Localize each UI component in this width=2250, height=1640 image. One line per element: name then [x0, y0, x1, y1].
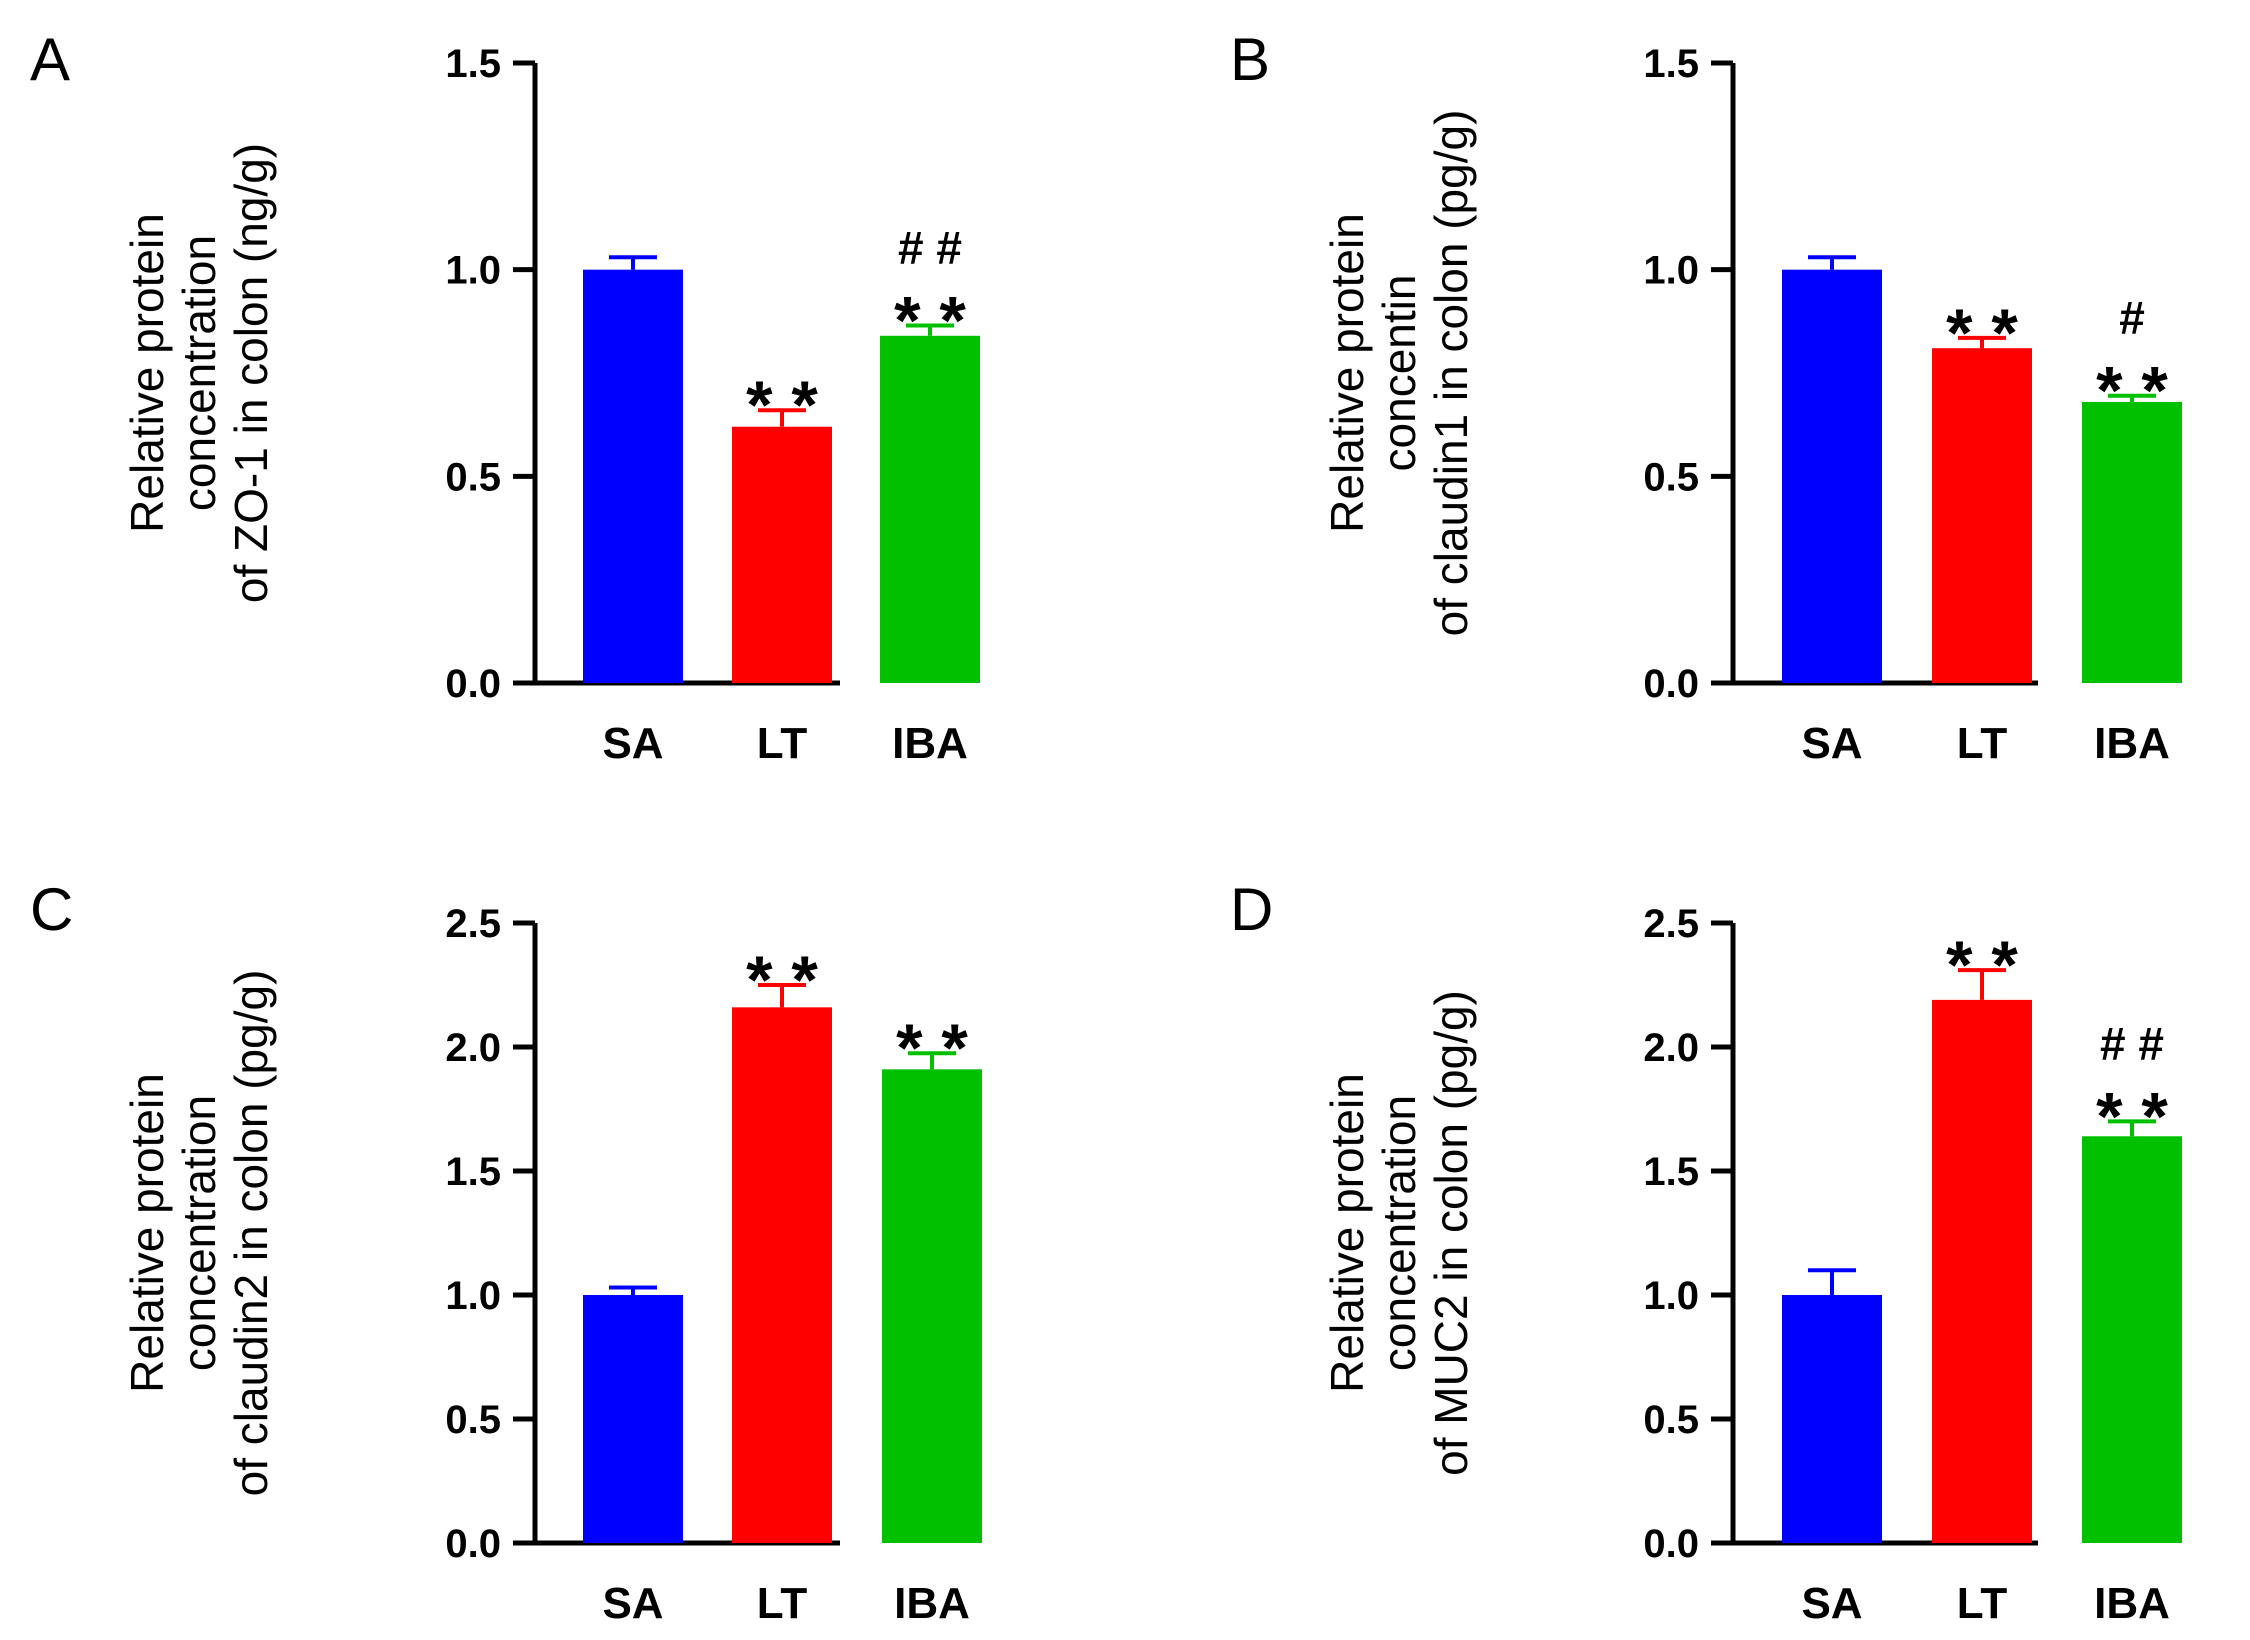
- y-tick-label: 0.0: [445, 662, 501, 706]
- x-tick-label: SA: [602, 719, 663, 768]
- bar-lt: [1932, 348, 2032, 683]
- y-axis-label-line: Relative protein: [121, 213, 173, 533]
- y-axis-label-line: concentin: [1373, 275, 1425, 472]
- chart-panel-b: B 0.0 0.5 1.0 1.5 Relative protein concentin of…: [1230, 26, 2182, 768]
- y-tick-label: 1.5: [1643, 1150, 1699, 1194]
- y-tick-label: 1.5: [445, 1150, 501, 1194]
- significance-mark: * *: [1946, 927, 2018, 1003]
- hash-mark: # #: [898, 221, 962, 273]
- bar-iba: [2082, 1136, 2182, 1543]
- significance-mark: * *: [2096, 1078, 2168, 1154]
- bar-iba: [882, 1069, 982, 1543]
- y-tick-label: 0.0: [1643, 662, 1699, 706]
- panel-letter: A: [30, 26, 70, 93]
- y-tick-label: 1.0: [445, 1274, 501, 1318]
- y-tick-label: 0.5: [445, 1398, 501, 1442]
- y-tick-label: 2.0: [1643, 1026, 1699, 1070]
- y-tick-label: 1.0: [1643, 249, 1699, 293]
- bar-sa: [583, 269, 683, 683]
- y-axis-label-line: of claudin2 in colon (pg/g): [225, 970, 277, 1497]
- y-axis-label-line: of ZO-1 in colon (ng/g): [225, 143, 277, 603]
- x-tick-label: IBA: [2094, 1579, 2170, 1628]
- bar-iba: [880, 335, 980, 683]
- bar-sa: [1782, 269, 1882, 683]
- chart-panel-c: C 0.0 0.5 1.0 1.5 2.0 2.5 Relative protein conce…: [30, 876, 982, 1628]
- y-tick-label: 1.0: [445, 249, 501, 293]
- panel-letter: C: [30, 876, 73, 943]
- y-tick-label: 1.5: [445, 42, 501, 86]
- panel-letter: D: [1230, 876, 1273, 943]
- y-axis-label-line: of MUC2 in colon (pg/g): [1425, 990, 1477, 1476]
- chart-panel-a: A 0.0 0.5 1.0 1.5 Relative protein concentrati…: [30, 26, 980, 768]
- y-tick-label: 1.0: [1643, 1274, 1699, 1318]
- x-tick-label: LT: [1957, 1579, 2008, 1628]
- hash-mark: # #: [2100, 1017, 2164, 1069]
- y-axis-label-line: concentration: [1373, 1095, 1425, 1371]
- significance-mark: * *: [746, 942, 818, 1018]
- y-tick-label: 0.5: [1643, 1398, 1699, 1442]
- bar-lt: [732, 426, 832, 683]
- y-axis-label-line: Relative protein: [121, 1073, 173, 1393]
- x-tick-label: SA: [602, 1579, 663, 1628]
- significance-mark: * *: [894, 282, 966, 358]
- significance-mark: * *: [896, 1010, 968, 1086]
- significance-mark: * *: [2096, 353, 2168, 429]
- bar-sa: [583, 1295, 683, 1543]
- bar-lt: [1932, 999, 2032, 1543]
- y-axis-label-line: of claudin1 in colon (pg/g): [1425, 110, 1477, 637]
- y-tick-label: 0.5: [1643, 455, 1699, 499]
- x-tick-label: IBA: [2094, 719, 2170, 768]
- x-tick-label: LT: [757, 1579, 808, 1628]
- x-tick-label: IBA: [892, 719, 968, 768]
- y-tick-label: 0.5: [445, 455, 501, 499]
- chart-panel-d: D 0.0 0.5 1.0 1.5 2.0 2.5 Relative protein conce…: [1230, 876, 2182, 1628]
- bar-lt: [732, 1007, 832, 1543]
- x-tick-label: SA: [1801, 1579, 1862, 1628]
- y-tick-label: 0.0: [1643, 1522, 1699, 1566]
- y-tick-label: 2.0: [445, 1026, 501, 1070]
- bar-iba: [2082, 401, 2182, 683]
- y-tick-label: 0.0: [445, 1522, 501, 1566]
- hash-mark: #: [2119, 292, 2145, 344]
- significance-mark: * *: [1946, 295, 2018, 371]
- y-axis-label-line: Relative protein: [1321, 213, 1373, 533]
- x-tick-label: IBA: [894, 1579, 970, 1628]
- y-tick-label: 1.5: [1643, 42, 1699, 86]
- y-tick-label: 2.5: [1643, 902, 1699, 946]
- x-tick-label: LT: [1957, 719, 2008, 768]
- y-axis-label-line: concentration: [173, 1095, 225, 1371]
- significance-mark: * *: [746, 367, 818, 443]
- x-tick-label: LT: [757, 719, 808, 768]
- y-tick-label: 2.5: [445, 902, 501, 946]
- bar-sa: [1782, 1295, 1882, 1543]
- y-axis-label-line: Relative protein: [1321, 1073, 1373, 1393]
- x-tick-label: SA: [1801, 719, 1862, 768]
- panel-letter: B: [1230, 26, 1270, 93]
- y-axis-label-line: concentration: [173, 235, 225, 511]
